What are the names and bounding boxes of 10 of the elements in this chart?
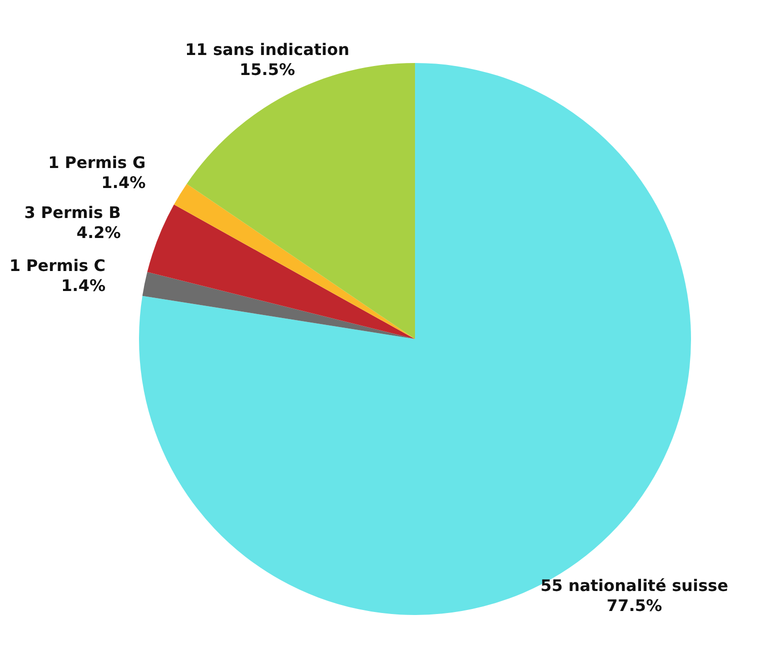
data-label: 1.4%: [60, 276, 106, 296]
data-label: 15.5%: [238, 60, 296, 80]
data-label: 4.2%: [75, 222, 121, 243]
slice-label: 1 Permis G: [48, 153, 146, 174]
data-label: 1.4%: [100, 173, 146, 194]
slice-label: 3 Permis B: [24, 202, 121, 223]
slice-label: 1 Permis C: [9, 256, 106, 276]
data-label: 77.5%: [606, 596, 664, 616]
slice-label: 11 sans indication: [185, 40, 350, 60]
slice-label: 55 nationalité suisse: [540, 576, 728, 596]
